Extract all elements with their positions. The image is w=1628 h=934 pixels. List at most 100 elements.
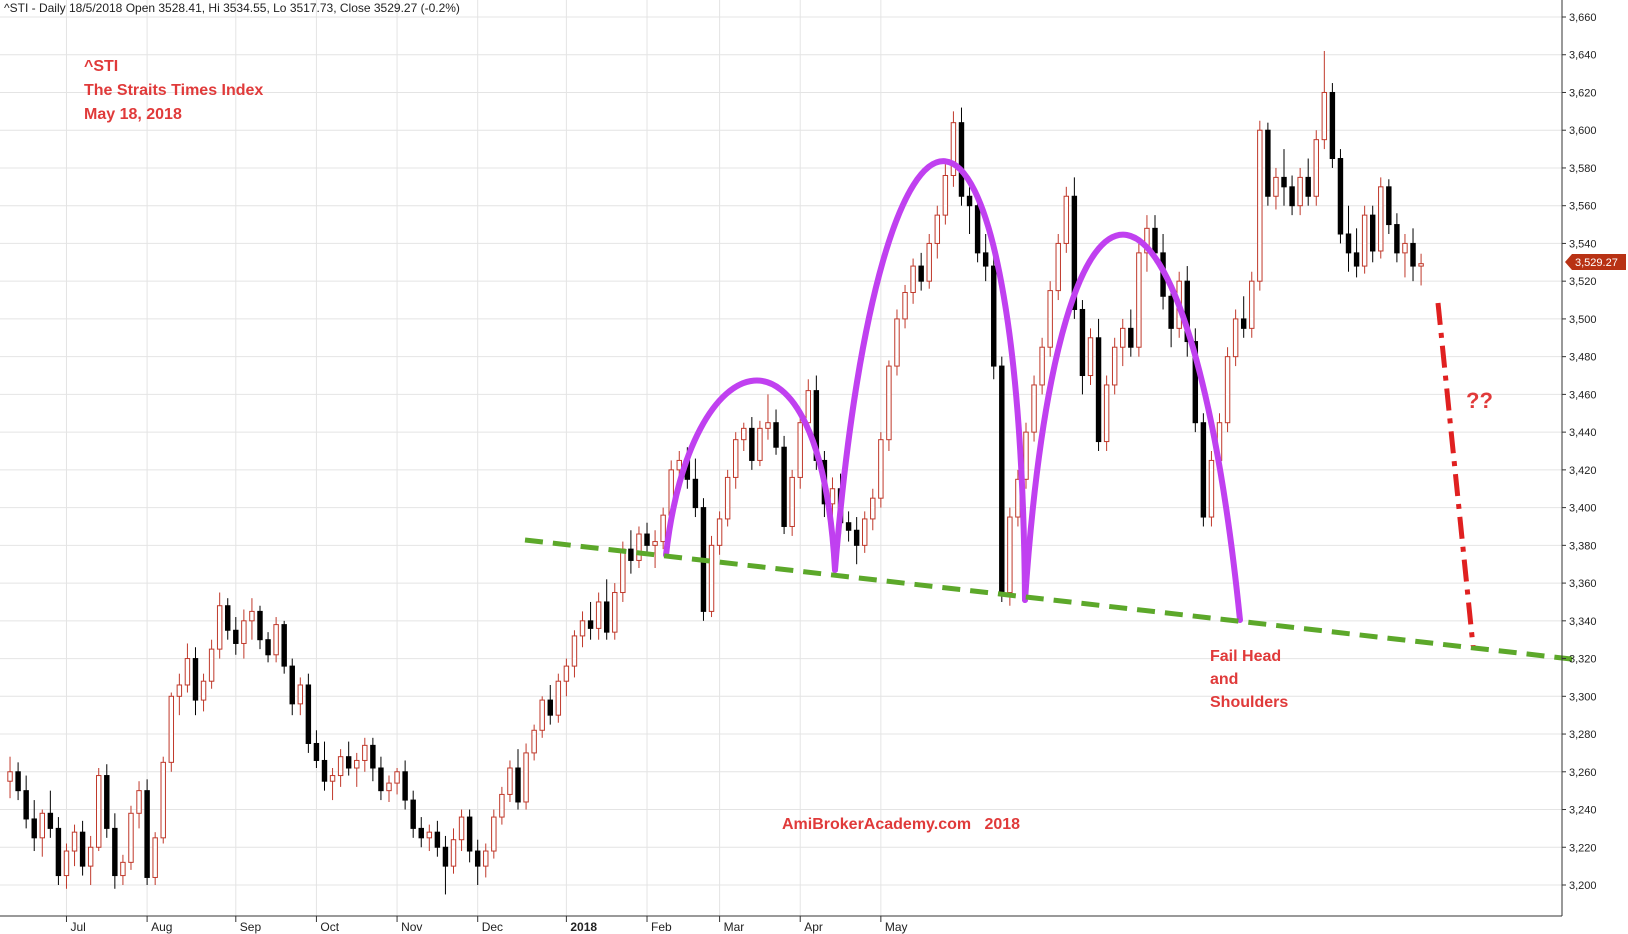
candle (63, 843, 70, 889)
y-tick-label: 3,660 (1569, 12, 1597, 24)
candle-body (1249, 280, 1255, 329)
pattern-label-line3: Shoulders (1210, 694, 1288, 711)
candle (539, 696, 545, 738)
candle (845, 511, 852, 542)
candle (225, 598, 231, 640)
candle (716, 511, 723, 555)
candle (96, 768, 102, 852)
y-tick-label: 3,240 (1569, 805, 1597, 817)
candle (886, 360, 892, 451)
y-tick-label: 3,580 (1569, 163, 1597, 175)
candle (1281, 149, 1287, 206)
candle-body (974, 205, 981, 254)
candle-body (547, 699, 553, 716)
candle-body (708, 544, 715, 612)
candle (176, 673, 183, 716)
candle-body (805, 390, 812, 424)
candle-body (168, 695, 175, 763)
candle-body (483, 850, 489, 867)
candle-body (894, 318, 900, 367)
candle-body (1031, 384, 1037, 433)
candle (708, 535, 715, 618)
candle (1289, 175, 1295, 216)
candle (1265, 122, 1271, 206)
candle (878, 432, 884, 508)
candle (765, 394, 771, 440)
candle (128, 805, 134, 870)
x-tick-label: Apr (804, 920, 823, 934)
y-tick-label: 3,620 (1569, 87, 1597, 99)
question-mark: ?? (1466, 388, 1493, 413)
candle (39, 809, 46, 857)
candle-body (862, 518, 868, 546)
candle (1305, 158, 1311, 206)
candle (894, 309, 900, 376)
price-tag-label: 3,529.27 (1575, 257, 1618, 269)
y-tick-label: 3,200 (1569, 880, 1597, 892)
candle-body (644, 533, 650, 546)
candle (426, 824, 433, 852)
candle (144, 779, 150, 885)
candle-body (571, 635, 578, 667)
candle (208, 639, 215, 689)
candle-body (71, 831, 78, 852)
candle (1329, 83, 1336, 168)
candle-body (716, 518, 723, 546)
candle (628, 530, 634, 574)
candles (7, 50, 1424, 895)
candle (853, 517, 860, 565)
candle-body (192, 658, 199, 701)
candle (966, 186, 973, 234)
candle (370, 737, 376, 782)
candle (31, 800, 37, 852)
candle (362, 737, 368, 772)
y-tick-label: 3,640 (1569, 50, 1597, 62)
candle-body (789, 476, 795, 527)
candle-body (265, 639, 271, 656)
candle-body (1071, 195, 1078, 310)
candle-body (531, 729, 537, 754)
candle (112, 813, 118, 889)
candle (329, 768, 336, 801)
candle (345, 741, 352, 776)
candle (652, 530, 658, 568)
candle-body (515, 767, 521, 803)
candle-body (63, 850, 70, 877)
candle (1273, 167, 1279, 210)
candle-body (1087, 337, 1094, 377)
candle (136, 781, 142, 829)
candle-body (39, 812, 46, 839)
candle-body (144, 790, 150, 878)
candle (958, 107, 965, 206)
y-tick-label: 3,560 (1569, 201, 1597, 213)
candle (797, 417, 803, 489)
candle (1410, 228, 1416, 282)
candle-body (910, 265, 916, 293)
candle-body (87, 846, 94, 867)
candle (603, 579, 610, 640)
candle-body (7, 771, 13, 782)
candle-body (1184, 280, 1190, 343)
candle-body (418, 827, 424, 839)
candle-body (329, 775, 336, 782)
candle (1232, 309, 1239, 367)
candle (450, 828, 457, 874)
candle-body (652, 541, 658, 546)
y-tick-label: 3,460 (1569, 389, 1597, 401)
candle-body (1353, 252, 1360, 267)
candle (1257, 120, 1263, 291)
y-tick-label: 3,400 (1569, 503, 1597, 515)
candle-body (160, 761, 166, 839)
candle (732, 432, 739, 489)
candle-body (1297, 176, 1303, 207)
x-tick-label: Aug (151, 920, 172, 934)
candle (104, 764, 110, 838)
candle-body (104, 775, 110, 829)
candle (724, 469, 731, 527)
candle-body (870, 497, 876, 520)
candle-body (991, 265, 997, 367)
candle (982, 234, 989, 282)
candle (1353, 228, 1360, 278)
candle-body (120, 861, 126, 877)
